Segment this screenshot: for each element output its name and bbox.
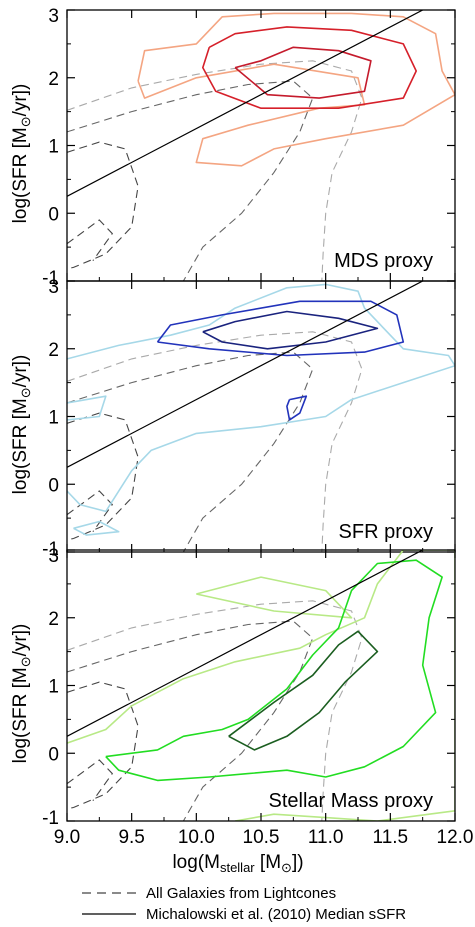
panel-frame xyxy=(66,280,456,553)
x-axis-label: log(Mstellar [M⊙]) xyxy=(172,852,303,875)
x-tick-label: 11.5 xyxy=(373,827,409,848)
x-tick-label: 12.0 xyxy=(437,827,474,848)
y-tick-label: -1 xyxy=(42,268,59,289)
all-galaxies-contour-4 xyxy=(67,759,114,802)
plot-area-1 xyxy=(67,10,455,281)
proxy-contour-2 xyxy=(196,576,353,619)
panels-group: -1 0 1 2 3 MDS proxy log(SFR [M⊙/yr]) -1 0 1 2 3 SFR… xyxy=(10,6,474,848)
all-galaxies-contour-1 xyxy=(67,331,363,552)
y-tick-label: 1 xyxy=(48,137,59,158)
panel-3: -1 0 1 2 3 Stellar Mass proxy log(SFR [M⊙/yr])… xyxy=(10,546,474,848)
all-galaxies-contour-1 xyxy=(67,60,363,281)
all-galaxies-contour-2 xyxy=(67,80,314,281)
all-galaxies-contour-4 xyxy=(67,219,114,262)
legend-label-all-galaxies: All Galaxies from Lightcones xyxy=(146,885,336,902)
y-tick-label: 0 xyxy=(48,204,59,225)
panel-label: MDS proxy xyxy=(334,250,433,272)
panel-frame xyxy=(66,549,456,822)
x-tick-label: 10.5 xyxy=(243,827,280,848)
plot-area-2 xyxy=(67,281,455,552)
michalowski-median-line xyxy=(67,10,424,197)
y-axis-label: log(SFR [M⊙/yr]) xyxy=(10,355,33,495)
proxy-contour-3 xyxy=(73,520,120,536)
all-galaxies-contour-3 xyxy=(67,681,139,810)
legend: All Galaxies from Lightcones Michalowski… xyxy=(82,885,406,923)
proxy-contour-6 xyxy=(286,395,308,421)
proxy-contour-3 xyxy=(105,559,443,782)
proxy-contour-1 xyxy=(67,550,455,821)
x-tick-label: 10.0 xyxy=(178,827,215,848)
y-tick-label: 3 xyxy=(48,6,59,27)
y-tick-label: 0 xyxy=(48,744,59,765)
y-axis-label: log(SFR [M⊙/yr]) xyxy=(10,624,33,764)
panel-1: -1 0 1 2 3 MDS proxy log(SFR [M⊙/yr]) xyxy=(10,6,456,289)
panel-label: SFR proxy xyxy=(339,521,433,543)
all-galaxies-contour-1 xyxy=(67,600,363,821)
y-tick-label: 1 xyxy=(48,408,59,429)
proxy-contour-1 xyxy=(67,283,455,513)
panel-frame xyxy=(66,9,456,282)
x-tick-label: 9.0 xyxy=(54,827,80,848)
y-tick-label: 3 xyxy=(48,277,59,298)
proxy-contour-2 xyxy=(202,26,417,109)
all-galaxies-contour-2 xyxy=(67,351,314,552)
proxy-contour-4 xyxy=(228,630,379,751)
proxy-contour-5 xyxy=(202,310,379,350)
y-tick-label: -1 xyxy=(42,808,59,829)
y-tick-label: 2 xyxy=(48,609,59,630)
panel-2: -1 0 1 2 3 SFR proxy log(SFR [M⊙/yr]) xyxy=(10,277,456,560)
y-tick-label: 0 xyxy=(48,475,59,496)
proxy-contour-4 xyxy=(156,300,405,357)
y-axis-label: log(SFR [M⊙/yr]) xyxy=(10,84,33,224)
y-tick-label: -1 xyxy=(42,539,59,560)
y-tick-label: 2 xyxy=(48,69,59,90)
proxy-contour-1 xyxy=(137,12,455,167)
y-tick-label: 2 xyxy=(48,340,59,361)
proxy-contour-3 xyxy=(234,46,372,99)
all-galaxies-contour-3 xyxy=(67,412,139,541)
proxy-contour-2 xyxy=(67,395,107,421)
x-tick-label: 9.5 xyxy=(118,827,144,848)
panel-label: Stellar Mass proxy xyxy=(269,790,434,812)
michalowski-median-line xyxy=(67,550,424,737)
x-tick-label: 11.0 xyxy=(308,827,344,848)
y-tick-label: 1 xyxy=(48,677,59,698)
michalowski-median-line xyxy=(67,281,424,468)
legend-label-michalowski: Michalowski et al. (2010) Median sSFR xyxy=(146,906,406,923)
all-galaxies-contour-4 xyxy=(67,490,114,533)
y-tick-label: 3 xyxy=(48,546,59,567)
plot-area-3 xyxy=(67,550,455,821)
all-galaxies-contour-3 xyxy=(67,141,139,270)
